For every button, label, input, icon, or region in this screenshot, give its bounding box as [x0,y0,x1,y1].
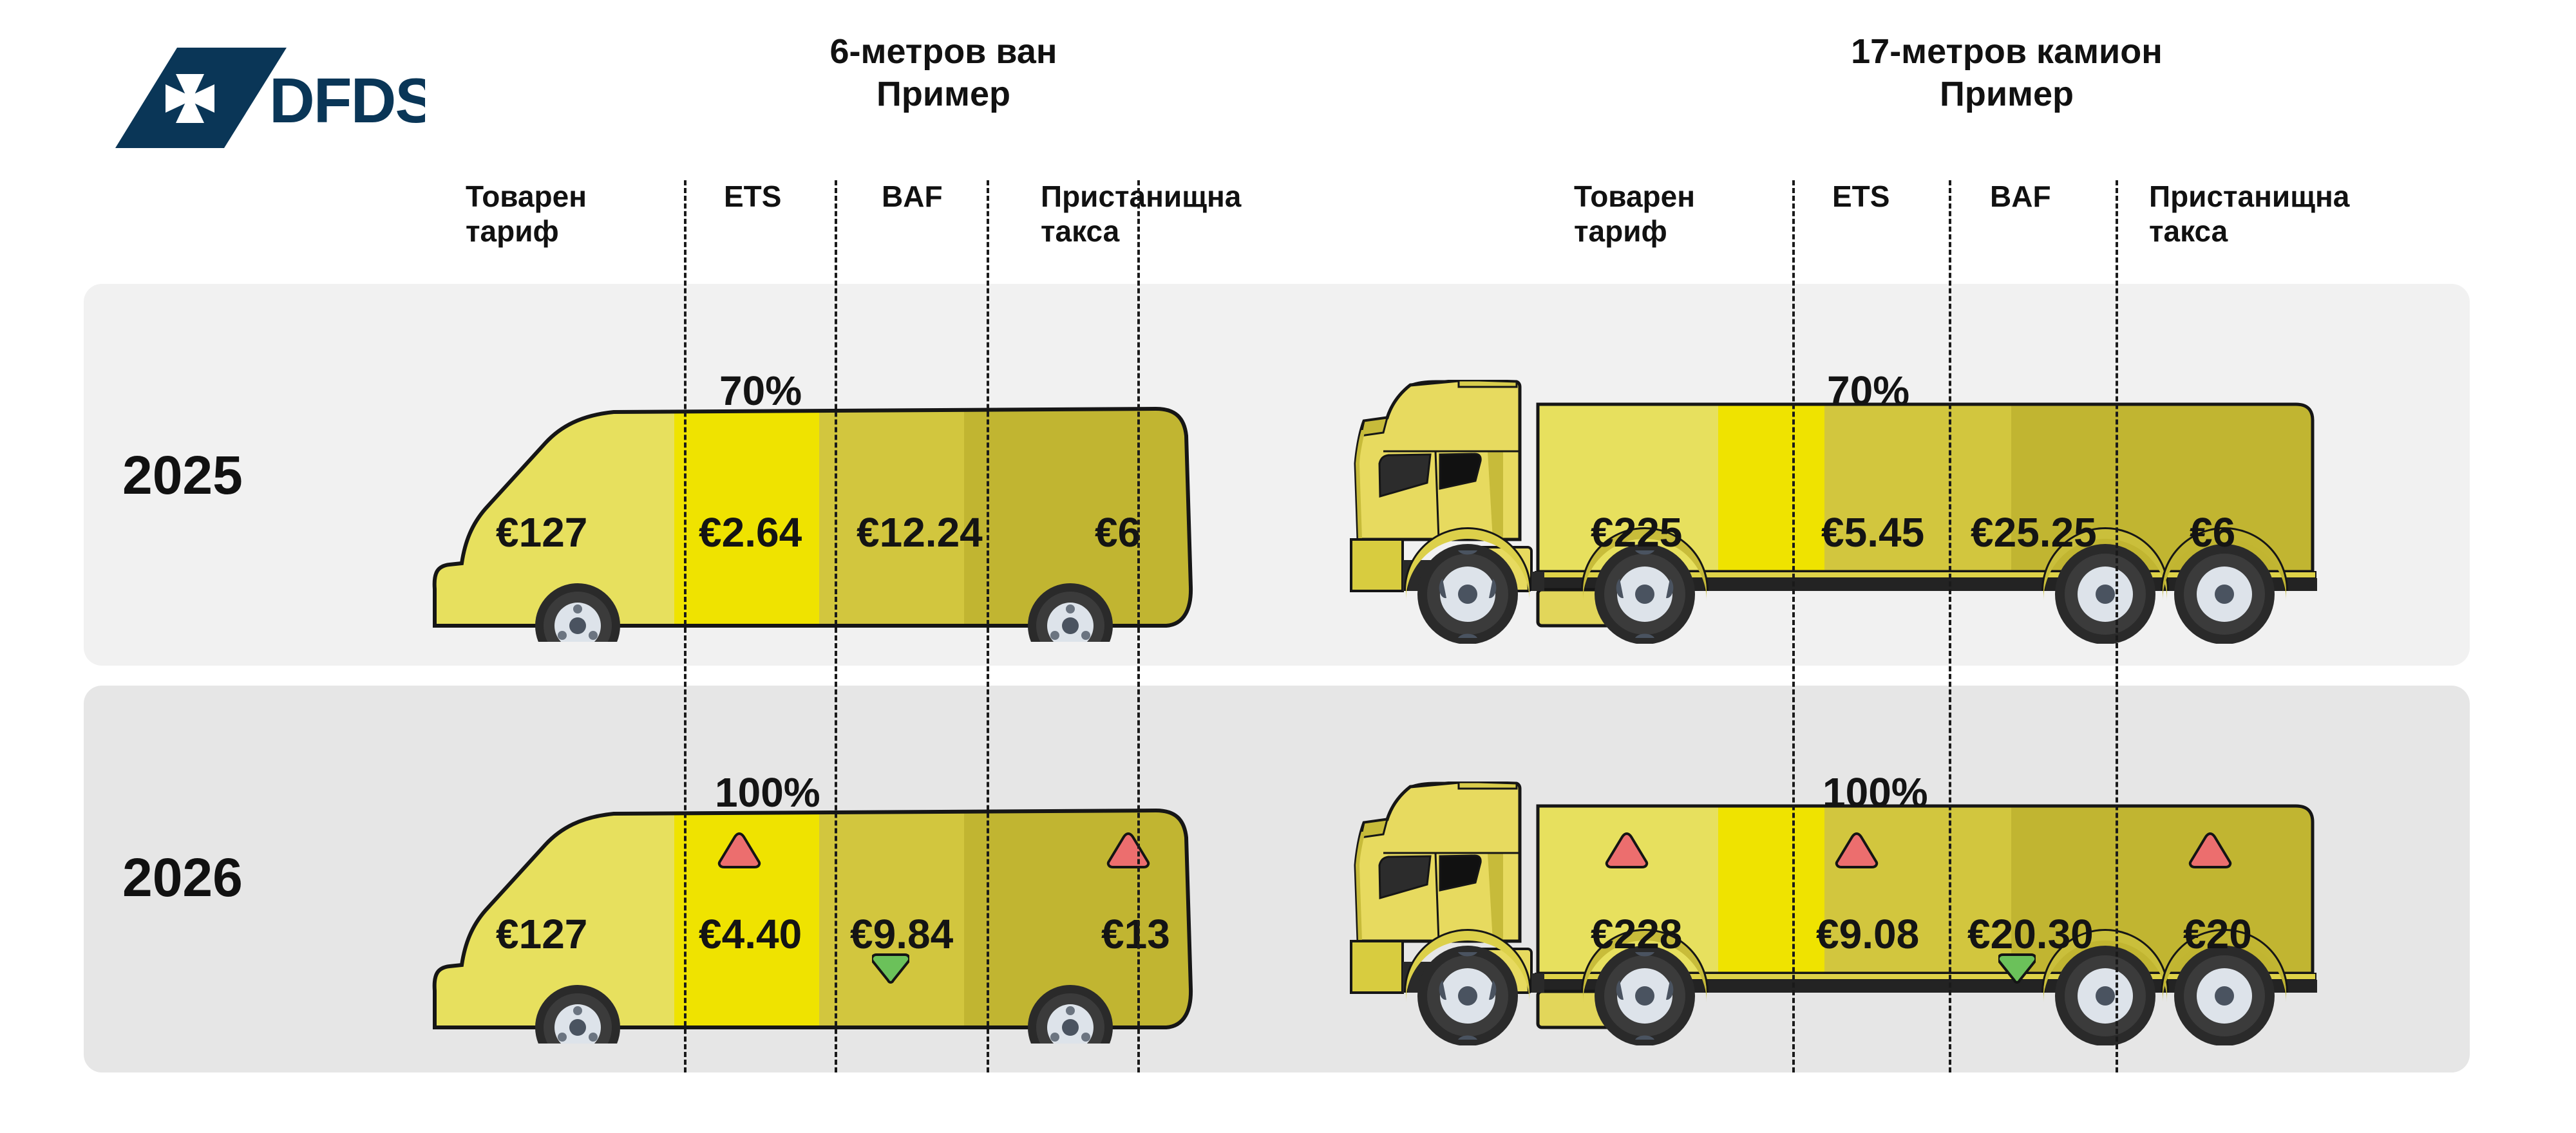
svg-text:DFDS: DFDS [269,65,425,136]
